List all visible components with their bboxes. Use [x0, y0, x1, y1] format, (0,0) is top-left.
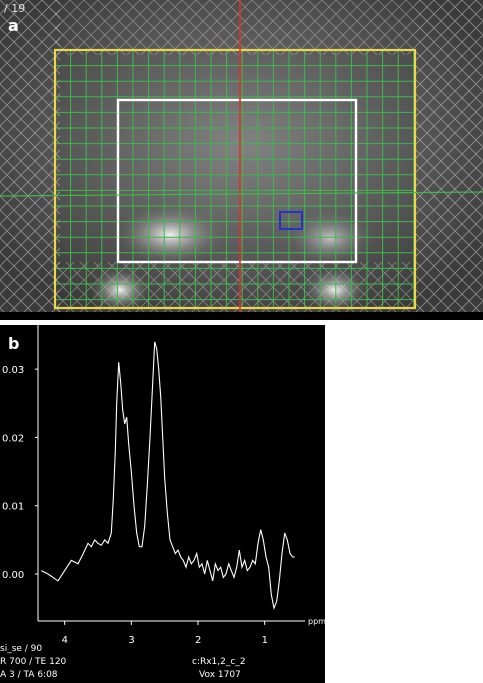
saturation-band-top — [55, 0, 415, 55]
y-tick-label: 0.01 — [2, 502, 24, 513]
y-axis-ticks: 0.00 0.01 0.02 0.03 — [2, 365, 38, 581]
footer-right-line-2: Vox 1707 — [199, 670, 241, 680]
bright-tissue-left — [115, 205, 225, 265]
panel-a-bottom-border — [0, 312, 483, 320]
bright-tissue-bottom-right — [303, 268, 367, 312]
saturation-band-left — [0, 0, 60, 320]
slice-number: / 19 — [4, 2, 26, 15]
panel-b-label: b — [8, 334, 19, 353]
bright-tissue-right — [285, 210, 375, 266]
selected-voxel — [279, 211, 303, 230]
x-axis-ticks: 4 3 2 1 — [62, 621, 268, 646]
y-tick-label: 0.03 — [2, 365, 24, 376]
panel-a-label: a — [8, 16, 19, 35]
spectrum-line — [41, 341, 295, 611]
footer-left-line-2: R 700 / TE 120 — [0, 657, 67, 667]
mri-localizer-image — [0, 0, 483, 320]
saturation-band-right — [415, 0, 483, 320]
x-tick-label: 2 — [195, 635, 201, 646]
x-axis-unit-label: ppm — [308, 617, 325, 626]
y-tick-label: 0.00 — [2, 570, 24, 581]
y-tick-label: 0.02 — [2, 433, 24, 444]
csi-fov-box — [53, 48, 417, 310]
press-volume-box — [116, 98, 358, 264]
spectrum-background — [0, 325, 325, 683]
mri-localizer-panel: / 19 a — [0, 0, 483, 320]
footer-left-line-3: A 3 / TA 6:08 — [0, 670, 58, 680]
x-tick-label: 4 — [62, 635, 68, 646]
x-tick-label: 1 — [262, 635, 268, 646]
footer-left-line-1: si_se / 90 — [0, 644, 42, 654]
x-tick-label: 3 — [128, 635, 134, 646]
horizontal-reference-line — [0, 191, 483, 197]
bright-tissue-bottom-left — [90, 268, 150, 312]
spectrum-chart: 0.00 0.01 0.02 0.03 4 3 2 1 ppm b si_se / 90 R… — [0, 325, 325, 683]
spectrum-panel: 0.00 0.01 0.02 0.03 4 3 2 1 ppm b si_se / 90 R… — [0, 325, 325, 683]
footer-right-line-1: c:Rx1,2_c_2 — [192, 657, 246, 667]
